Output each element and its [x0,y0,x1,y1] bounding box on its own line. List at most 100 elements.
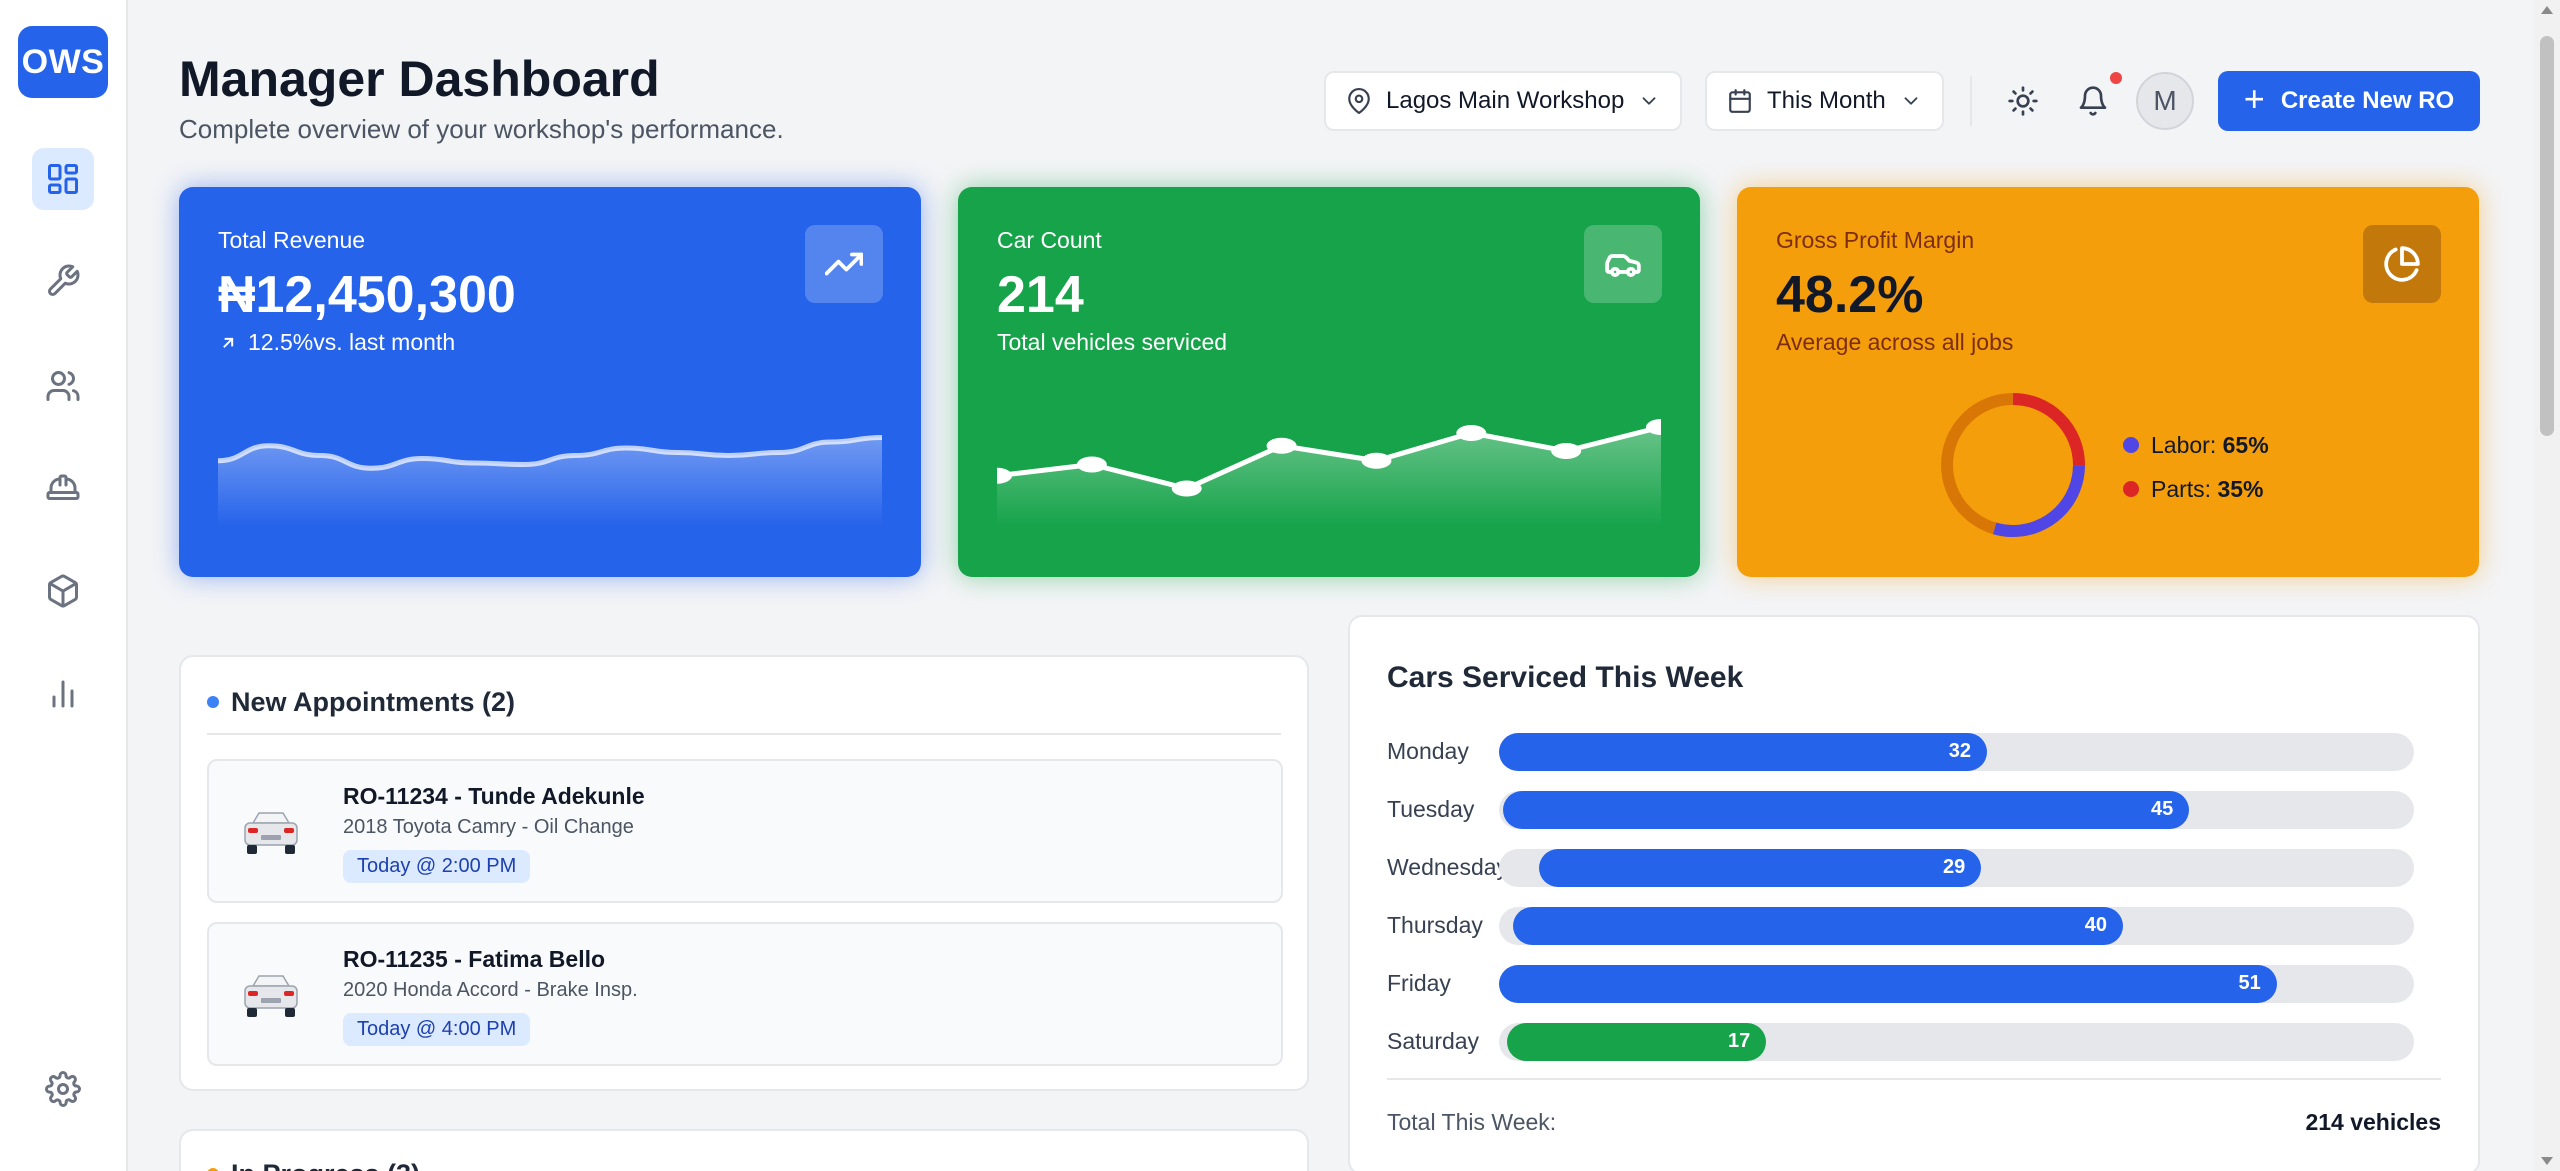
chevron-down-icon [1904,97,1918,105]
car-icon [1605,254,1641,277]
sidebar-item-technicians[interactable] [32,457,94,519]
bar: 29 [1539,849,1982,887]
bar-value-label: 17 [1728,1030,1751,1052]
cars-serviced-panel: Cars Serviced This Week Monday 32 Tuesday 4… [1348,615,2480,1171]
car-count-card: Car Count 214 Total vehicles serviced [958,187,1700,577]
bar-value-label: 29 [1943,856,1966,878]
dashboard-icon [48,164,78,194]
divider [207,733,1281,735]
appointment-item[interactable]: RO-11235 - Fatima Bello 2020 Honda Accor… [207,922,1283,1066]
sidebar-item-customers[interactable] [32,355,94,417]
labor-label: Labor: [2151,431,2217,458]
chevron-down-icon [1642,97,1656,105]
bar-track: 45 [1499,791,2414,829]
period-select[interactable]: This Month [1705,71,1944,131]
sidebar-item-reports[interactable] [32,663,94,725]
appointment-item[interactable]: RO-11234 - Tunde Adekunle 2018 Toyota Ca… [207,759,1283,903]
bar-track: 40 [1499,907,2414,945]
theme-toggle-button[interactable] [2000,78,2046,124]
appointment-title: RO-11235 - Fatima Bello [343,946,606,972]
scroll-thumb[interactable] [2540,36,2554,436]
legend-labor: Labor: 65% [2123,423,2269,467]
legend-parts: Parts: 35% [2123,467,2269,511]
in-progress-panel: In Progress (3) [179,1129,1309,1171]
bar: 17 [1507,1023,1767,1061]
bar-row-thursday: Thursday 40 [1387,907,2417,945]
bar-value-label: 40 [2084,914,2107,936]
sidebar-item-repair-orders[interactable] [32,250,94,312]
revenue-value: ₦12,450,300 [218,266,516,324]
plus-icon: + [2243,78,2265,119]
cars-serviced-title: Cars Serviced This Week [1387,661,1744,694]
revenue-change-value: 12.5% [248,329,314,355]
box-icon [48,574,78,608]
bar-row-saturday: Saturday 17 [1387,1023,2417,1061]
location-select[interactable]: Lagos Main Workshop [1324,71,1683,131]
car-count-label: Car Count [997,227,1102,253]
revenue-change-suffix: vs. last month [313,329,456,355]
margin-icon-box [2363,225,2441,303]
scroll-down-arrow[interactable] [2541,1157,2553,1165]
appointments-panel: New Appointments (2) RO-11234 - Tunde Ad… [179,655,1309,1091]
notifications-button[interactable] [2070,78,2116,124]
appointment-time-badge: Today @ 4:00 PM [343,1013,531,1046]
revenue-sparkline [218,435,882,527]
sparkline-line [997,424,1661,491]
app-logo[interactable]: OWS [18,26,108,98]
appointment-title: RO-11234 - Tunde Adekunle [343,783,645,809]
notification-badge [2110,72,2122,84]
sparkline-point [1551,443,1582,459]
sidebar-item-inventory[interactable] [32,560,94,622]
sparkline-point [997,467,1012,484]
bar-label: Thursday [1387,912,1483,938]
margin-legend: Labor: 65% Parts: 35% [2123,423,2269,511]
bar-chart-icon [52,680,74,708]
bar-label: Friday [1387,970,1451,996]
bar: 40 [1513,907,2123,945]
period-label: This Month [1767,87,1886,114]
sidebar-item-dashboard[interactable] [32,148,94,210]
sparkline-point [1076,456,1107,473]
margin-label: Gross Profit Margin [1776,227,1975,253]
bar-label: Wednesday [1387,854,1509,880]
revenue-card: Total Revenue ₦12,450,300 12.5%vs. last … [179,187,921,577]
create-ro-button[interactable]: + Create New RO [2218,71,2480,131]
bar-label: Monday [1387,738,1469,764]
bar-label: Saturday [1387,1028,1480,1054]
car-front-icon [244,812,298,854]
pie-chart-icon [2384,246,2420,282]
in-progress-title: In Progress (3) [231,1159,420,1171]
sparkline-point [1266,437,1297,454]
sparkline-area [997,427,1661,527]
bar-row-monday: Monday 32 [1387,733,2417,771]
car-icon-box [1584,225,1662,303]
margin-value: 48.2% [1776,266,1924,324]
sun-icon [2008,86,2038,116]
create-ro-label: Create New RO [2280,87,2455,114]
car-count-value: 214 [997,266,1084,324]
arrow-up-right-icon [223,337,234,348]
appointment-time-badge: Today @ 2:00 PM [343,850,531,883]
map-pin-icon [1348,88,1370,114]
gear-icon [45,1071,81,1107]
avatar[interactable]: M [2136,72,2194,130]
sparkline-point [1361,452,1392,469]
sparkline-area [218,437,882,527]
bar-value-label: 51 [2238,972,2261,994]
appointment-desc: 2018 Toyota Camry - Oil Change [343,816,634,838]
sidebar-item-settings[interactable] [32,1058,94,1120]
parts-label: Parts: [2151,475,2212,502]
parts-dot [2123,481,2139,497]
sparkline-point [1456,425,1487,441]
users-icon [46,371,80,401]
revenue-change: 12.5%vs. last month [218,329,455,356]
calendar-icon [1729,89,1751,113]
bar-track: 17 [1499,1023,2414,1061]
page-scrollbar[interactable] [2534,0,2560,1171]
bar-track: 29 [1499,849,2414,887]
bar-track: 51 [1499,965,2414,1003]
car-front-icon [244,975,298,1017]
scroll-up-arrow[interactable] [2541,6,2553,14]
header-divider [1970,76,1972,126]
bar-row-tuesday: Tuesday 45 [1387,791,2417,829]
